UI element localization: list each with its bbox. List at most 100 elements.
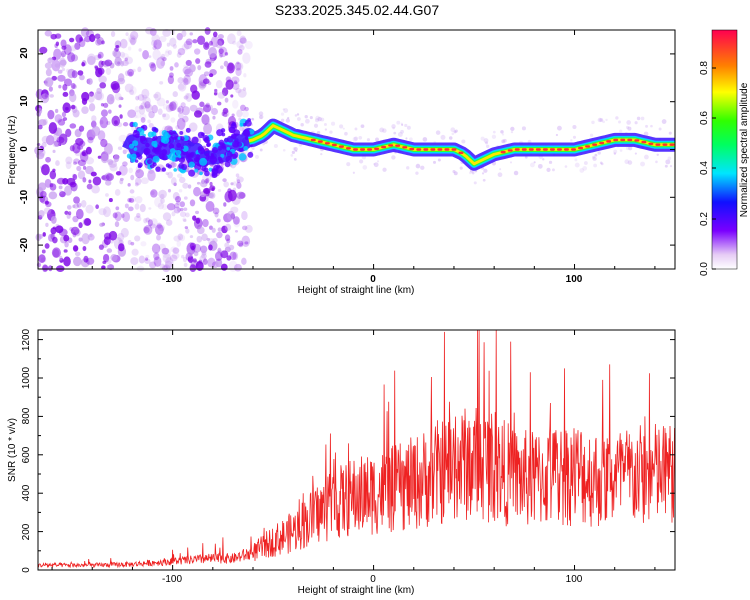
signal-blob — [146, 159, 153, 165]
noise-blob — [144, 257, 149, 261]
noise-blob — [153, 39, 162, 50]
noise-blob — [406, 166, 410, 170]
noise-blob — [582, 166, 588, 171]
signal-blob — [169, 148, 176, 154]
signal-blob — [244, 119, 252, 127]
noise-blob — [189, 32, 193, 36]
noise-blob — [94, 66, 99, 71]
signal-peak — [423, 148, 429, 151]
noise-blob — [129, 189, 135, 194]
noise-blob — [120, 227, 129, 238]
noise-blob — [124, 203, 129, 209]
noise-blob — [169, 72, 174, 78]
noise-blob — [594, 153, 598, 157]
noise-blob — [50, 33, 57, 40]
signal-blob — [206, 142, 212, 147]
noise-blob — [214, 251, 223, 261]
noise-blob — [129, 195, 137, 203]
noise-blob — [552, 168, 555, 172]
noise-blob — [320, 152, 323, 156]
signal-blob — [218, 139, 225, 146]
noise-blob — [118, 104, 122, 108]
noise-blob — [69, 227, 74, 232]
noise-blob — [57, 118, 63, 125]
spectrogram-ylabel: Frequency (Hz) — [7, 116, 18, 185]
noise-blob — [183, 95, 189, 100]
noise-blob — [287, 116, 290, 120]
noise-blob — [44, 93, 48, 98]
noise-blob — [626, 146, 630, 151]
signal-peak — [578, 146, 584, 150]
noise-blob — [38, 119, 47, 126]
noise-blob — [150, 62, 156, 67]
noise-blob — [109, 163, 118, 172]
noise-blob — [572, 135, 577, 139]
noise-blob — [224, 234, 231, 242]
spectrogram-ytick-label: 20 — [19, 47, 30, 59]
noise-blob — [70, 54, 79, 62]
signal-peak — [310, 138, 316, 142]
noise-blob — [54, 108, 59, 113]
noise-blob — [226, 238, 231, 244]
noise-blob — [128, 167, 134, 174]
noise-blob — [41, 164, 50, 176]
noise-blob — [546, 167, 551, 172]
noise-blob — [510, 130, 514, 134]
noise-blob — [241, 235, 251, 247]
noise-blob — [130, 37, 136, 46]
noise-blob — [195, 58, 201, 64]
noise-blob — [152, 49, 161, 61]
noise-blob — [227, 63, 234, 71]
noise-blob — [179, 176, 186, 184]
noise-blob — [138, 255, 146, 264]
noise-blob — [97, 54, 102, 59]
signal-blob — [168, 152, 176, 161]
noise-blob — [57, 74, 66, 82]
noise-blob — [131, 248, 139, 256]
noise-blob — [154, 91, 162, 101]
noise-blob — [164, 50, 170, 57]
noise-blob — [219, 52, 223, 58]
noise-blob — [77, 145, 84, 150]
signal-peak — [599, 141, 605, 145]
noise-blob — [118, 243, 125, 252]
noise-blob — [85, 157, 95, 165]
noise-blob — [59, 191, 66, 198]
noise-blob — [148, 261, 157, 269]
noise-blob — [139, 113, 147, 121]
signal-peak — [641, 140, 647, 144]
spectrogram-xtick-label: 100 — [566, 274, 583, 285]
signal-blob — [237, 141, 243, 147]
noise-blob — [162, 212, 172, 221]
signal-peak — [655, 143, 661, 146]
noise-blob — [650, 124, 653, 128]
signal-blob — [161, 130, 168, 136]
noise-blob — [201, 114, 210, 125]
noise-blob — [148, 123, 154, 128]
noise-blob — [75, 34, 83, 43]
noise-blob — [124, 56, 133, 65]
noise-blob — [151, 39, 158, 47]
noise-blob — [242, 52, 251, 64]
noise-blob — [185, 59, 192, 67]
noise-blob — [108, 160, 118, 168]
noise-blob — [572, 124, 577, 130]
noise-blob — [83, 218, 92, 226]
signal-peak — [395, 144, 401, 147]
signal-blob — [159, 144, 163, 148]
noise-blob — [362, 165, 368, 170]
noise-blob — [224, 242, 230, 249]
noise-blob — [117, 232, 125, 242]
noise-blob — [53, 140, 58, 146]
spectrogram-marks — [34, 26, 678, 273]
noise-blob — [204, 179, 209, 184]
noise-blob — [195, 210, 200, 215]
noise-blob — [71, 70, 78, 79]
signal-peak — [549, 148, 555, 151]
signal-blob — [175, 149, 182, 156]
noise-blob — [183, 64, 188, 69]
noise-blob — [78, 222, 83, 229]
noise-blob — [142, 94, 148, 100]
noise-blob — [185, 228, 190, 234]
noise-blob — [175, 195, 181, 203]
